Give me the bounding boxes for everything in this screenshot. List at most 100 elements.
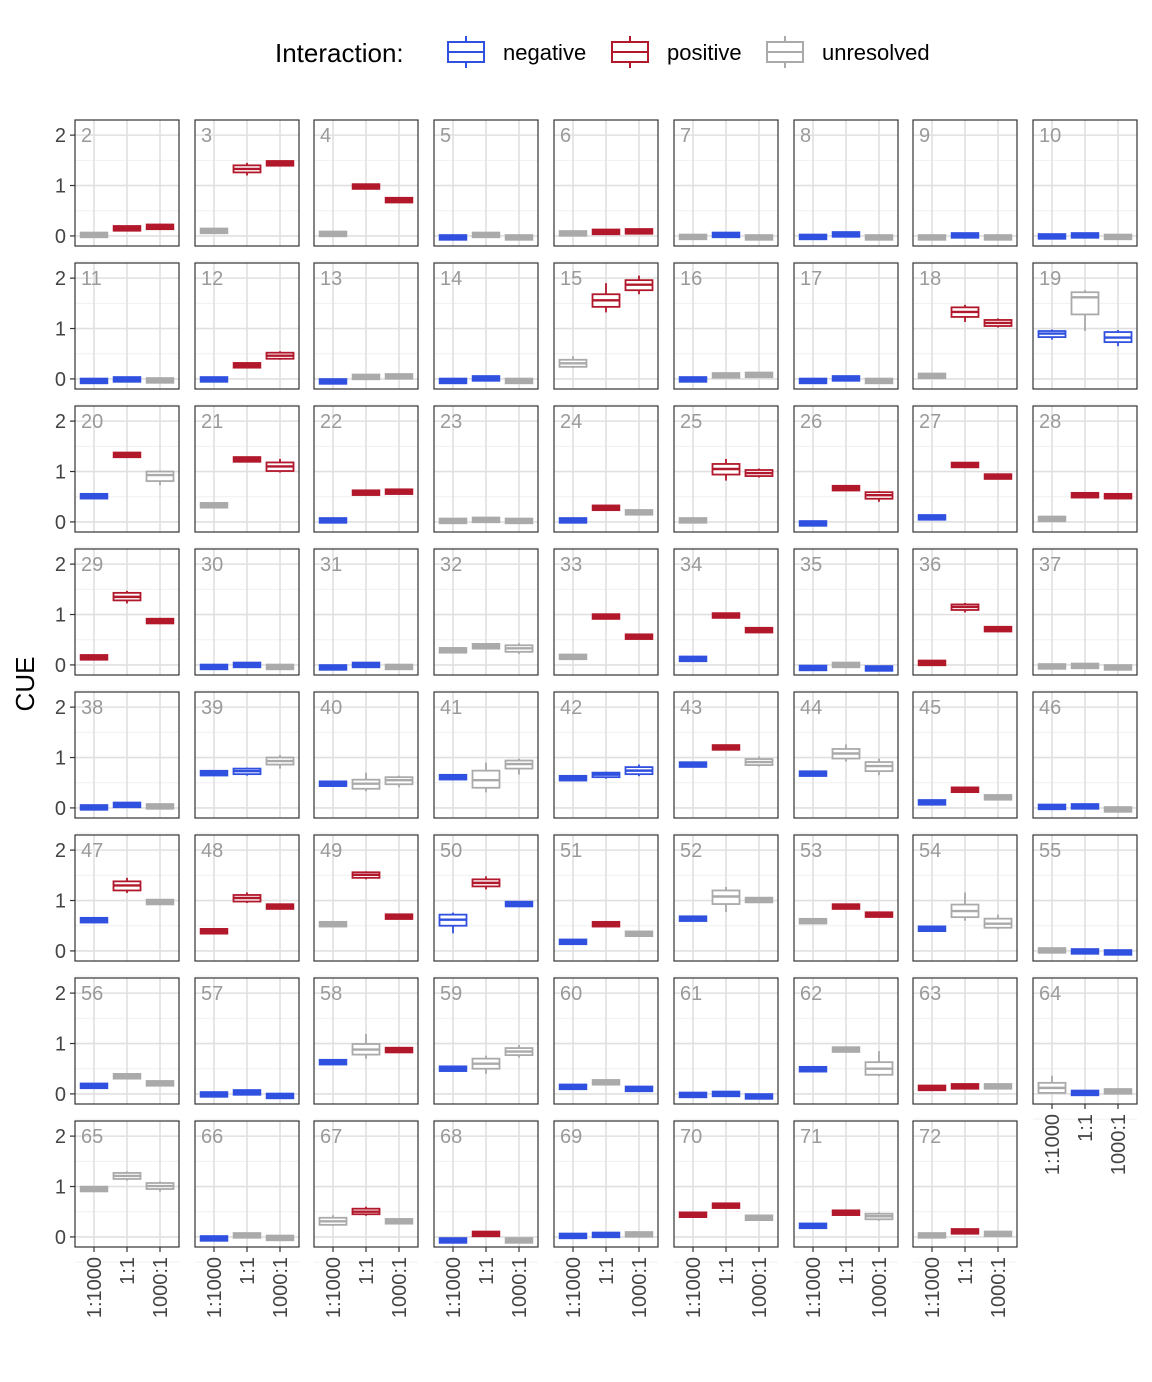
- facet-panel-72: 72 1:1000 1:1 1000:1: [912, 1120, 1018, 1318]
- panel-grid: [434, 1121, 538, 1263]
- box-positive: [744, 468, 774, 478]
- facet-label: 55: [1039, 840, 1061, 862]
- facet-label: 18: [919, 268, 941, 290]
- box-negative: [318, 517, 348, 524]
- box-positive: [351, 489, 381, 496]
- box-unresolved: [232, 1232, 262, 1239]
- box-unresolved: [917, 372, 947, 380]
- box-negative: [798, 664, 828, 672]
- panel-border: [74, 405, 180, 533]
- box-unresolved: [1103, 233, 1133, 241]
- facet-label: 14: [440, 268, 462, 290]
- box-unresolved: [351, 373, 381, 381]
- box-negative: [798, 1222, 828, 1230]
- x-tick-label: 1000:1: [629, 1257, 651, 1318]
- box-positive: [624, 228, 654, 235]
- facet-label: 41: [440, 697, 462, 719]
- facet-panel-53: 53: [793, 834, 899, 977]
- box-positive: [864, 491, 894, 502]
- x-tick-label: 1:1: [955, 1257, 977, 1285]
- box-unresolved: [591, 1079, 621, 1086]
- box-unresolved: [504, 517, 534, 525]
- legend: Interaction: negative positive unresolved: [275, 36, 930, 68]
- box-negative: [798, 377, 828, 385]
- box-unresolved: [318, 230, 348, 238]
- panel-border: [553, 119, 659, 247]
- y-tick-label: 0: [55, 226, 66, 248]
- box-positive: [232, 162, 262, 176]
- panel-grid: [913, 692, 1017, 834]
- box-negative: [351, 661, 381, 669]
- box-positive: [384, 1046, 414, 1054]
- x-axis: 1:1000 1:1 1000:1: [683, 1247, 771, 1318]
- box-unresolved: [145, 898, 175, 906]
- panel-border: [793, 834, 899, 962]
- facet-panel-17: 17: [793, 262, 899, 405]
- facet-panel-68: 68 1:1000 1:1 1000:1: [433, 1120, 539, 1318]
- panel-border: [553, 405, 659, 533]
- panel-grid: [554, 978, 658, 1120]
- box-unresolved: [145, 1080, 175, 1087]
- box-negative: [798, 770, 828, 777]
- y-tick-label: 1: [55, 1034, 66, 1056]
- facet-label: 13: [320, 268, 342, 290]
- facet-panel-65: 65 0 1 2 1:1000 1:1 1000:1: [55, 1120, 180, 1318]
- panel-border: [433, 834, 539, 962]
- panel-border: [433, 691, 539, 819]
- facet-panel-9: 9: [912, 119, 1018, 262]
- panel-border: [433, 119, 539, 247]
- panel-border: [673, 405, 779, 533]
- box-positive: [265, 351, 295, 360]
- box-unresolved: [678, 233, 708, 241]
- box-negative: [438, 1065, 468, 1072]
- box-positive: [112, 451, 142, 459]
- facet-label: 33: [560, 554, 582, 576]
- x-tick-label: 1:1000: [84, 1257, 106, 1318]
- box-negative: [1037, 803, 1067, 811]
- legend-item-positive: positive: [611, 36, 742, 68]
- panel-grid: [195, 692, 299, 834]
- box-unresolved: [678, 517, 708, 524]
- box-positive: [983, 318, 1013, 328]
- box-unresolved: [351, 1033, 381, 1059]
- box-unresolved: [504, 1045, 534, 1058]
- box-positive: [624, 275, 654, 295]
- box-positive: [232, 362, 262, 369]
- box-unresolved: [504, 234, 534, 241]
- facet-label: 17: [800, 268, 822, 290]
- facet-label: 54: [919, 840, 941, 862]
- box-positive: [112, 877, 142, 893]
- box-positive: [384, 488, 414, 495]
- facet-label: 67: [320, 1126, 342, 1148]
- facet-panel-45: 45: [912, 691, 1018, 834]
- facet-label: 34: [680, 554, 702, 576]
- panel-border: [553, 262, 659, 390]
- y-tick-label: 1: [55, 891, 66, 913]
- box-negative: [798, 1065, 828, 1073]
- box-unresolved: [558, 230, 588, 237]
- facet-label: 6: [560, 125, 571, 147]
- box-unresolved: [504, 643, 534, 654]
- box-positive: [1103, 492, 1133, 500]
- box-unresolved: [744, 234, 774, 241]
- panel-border: [74, 691, 180, 819]
- x-tick-label: 1:1: [1075, 1114, 1097, 1142]
- legend-key-negative: [447, 36, 485, 68]
- box-unresolved: [1037, 947, 1067, 954]
- box-negative: [558, 517, 588, 524]
- box-unresolved: [744, 1214, 774, 1222]
- box-positive: [983, 625, 1013, 633]
- facet-panel-56: 56 0 1 2: [55, 977, 180, 1120]
- panel-border: [194, 977, 300, 1105]
- panel-grid: [794, 835, 898, 977]
- panel-grid: [554, 263, 658, 405]
- legend-label-positive: positive: [667, 40, 742, 65]
- panel-border: [793, 548, 899, 676]
- y-tick-label: 2: [55, 411, 66, 433]
- x-tick-label: 1000:1: [270, 1257, 292, 1318]
- facet-label: 10: [1039, 125, 1061, 147]
- facet-label: 27: [919, 411, 941, 433]
- panel-border: [74, 262, 180, 390]
- facet-label: 63: [919, 983, 941, 1005]
